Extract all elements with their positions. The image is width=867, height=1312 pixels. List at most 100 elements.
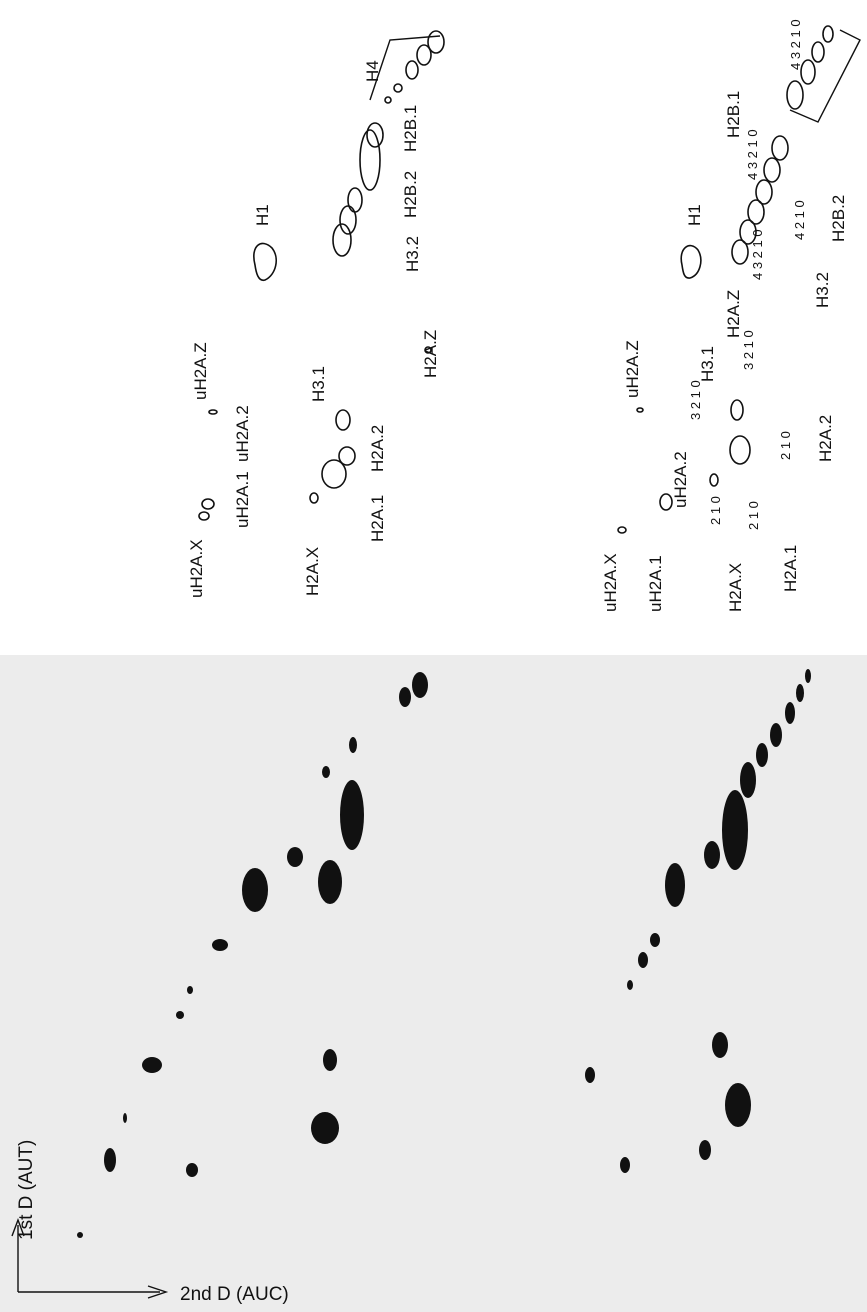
spot — [699, 1140, 711, 1160]
spot — [722, 790, 748, 870]
spot-outline — [339, 447, 355, 465]
label: uH2A.X — [187, 539, 206, 598]
index-label: 4 2 1 0 — [792, 200, 807, 240]
spot — [349, 737, 357, 753]
spot-outline — [406, 61, 418, 79]
spot-outline — [360, 130, 380, 190]
label: H2B.1 — [724, 91, 743, 138]
index-label: 2 1 0 — [746, 501, 761, 530]
spot — [287, 847, 303, 867]
label: H3.2 — [403, 236, 422, 272]
label: uH2A.Z — [191, 342, 210, 400]
spot-outline — [730, 436, 750, 464]
spot-outline — [385, 97, 391, 103]
spot-outline — [336, 410, 350, 430]
label: H2A.2 — [816, 415, 835, 462]
spot — [740, 762, 756, 798]
spot — [785, 702, 795, 724]
spot-outline — [801, 60, 815, 84]
spot — [585, 1067, 595, 1083]
spot-outline — [787, 81, 803, 109]
x-axis-label: 2nd D (AUC) — [180, 1284, 289, 1305]
spot — [627, 980, 633, 990]
spot — [242, 868, 268, 912]
spot-outline — [310, 493, 318, 503]
label: H1 — [685, 204, 704, 226]
index-label: 2 1 0 — [778, 431, 793, 460]
spot-outline — [348, 188, 362, 212]
spot-outline — [209, 410, 217, 414]
spot — [176, 1011, 184, 1019]
spot-outline — [394, 84, 402, 92]
spot — [77, 1232, 83, 1238]
spot — [712, 1032, 728, 1058]
spot — [123, 1113, 127, 1123]
spot-outline — [710, 474, 718, 486]
label: uH2A.2 — [233, 405, 252, 462]
label: H2B.1 — [401, 105, 420, 152]
spot-outline — [764, 158, 780, 182]
spot — [142, 1057, 162, 1073]
spot — [756, 743, 768, 767]
spot — [399, 687, 411, 707]
spot — [340, 780, 364, 850]
spot — [665, 863, 685, 907]
label: H2A.X — [726, 563, 745, 612]
spot-outline — [731, 400, 743, 420]
spot — [311, 1112, 339, 1144]
bracket — [370, 36, 440, 100]
spot-outline — [637, 408, 643, 412]
spot — [805, 669, 811, 683]
label: uH2A.1 — [646, 555, 665, 612]
label: H2A.1 — [368, 495, 387, 542]
label: H2A.2 — [368, 425, 387, 472]
spot — [318, 860, 342, 904]
spot — [725, 1083, 751, 1127]
spot — [187, 986, 193, 994]
h1-outline — [254, 243, 276, 280]
spot — [186, 1163, 198, 1177]
label: uH2A.1 — [233, 471, 252, 528]
spot-outline — [823, 26, 833, 42]
label: uH2A.Z — [623, 340, 642, 398]
spot — [323, 1049, 337, 1071]
label: H3.2 — [813, 272, 832, 308]
spot — [620, 1157, 630, 1173]
label: H2B.2 — [829, 195, 848, 242]
label: uH2A.2 — [671, 451, 690, 508]
spot-outline — [428, 31, 444, 53]
label: H3.1 — [309, 366, 328, 402]
spot — [322, 766, 330, 778]
spot — [796, 684, 804, 702]
spot-outline — [756, 180, 772, 204]
spot-outline — [618, 527, 626, 533]
spot — [638, 952, 648, 968]
label: H2A.X — [303, 547, 322, 596]
index-label: 2 1 0 — [708, 496, 723, 525]
index-label: 4 3 2 1 0 — [750, 229, 765, 280]
label: H2B.2 — [401, 171, 420, 218]
index-label: 4 3 2 1 0 — [745, 129, 760, 180]
label: H3.1 — [698, 346, 717, 382]
spot-outline — [202, 499, 214, 509]
spot — [770, 723, 782, 747]
spot-outline — [812, 42, 824, 62]
spot-outline — [340, 206, 356, 234]
label: H2A.Z — [421, 330, 440, 378]
spot-outline — [199, 512, 209, 520]
index-label: 3 2 1 0 — [741, 330, 756, 370]
label: H1 — [253, 204, 272, 226]
spot — [704, 841, 720, 869]
spot — [104, 1148, 116, 1172]
label: H2A.1 — [781, 545, 800, 592]
right-diagram: uH2A.X uH2A.1 uH2A.2 uH2A.Z H2A.X H2A.1 … — [601, 19, 860, 612]
spot — [412, 672, 428, 698]
spot — [650, 933, 660, 947]
figure: uH2A.X uH2A.1 uH2A.2 uH2A.Z H2A.X H2A.1 … — [0, 0, 867, 1312]
left-diagram: uH2A.X uH2A.1 uH2A.2 uH2A.Z H2A.X H2A.1 … — [187, 31, 444, 598]
gel-background — [0, 655, 867, 1312]
spot — [212, 939, 228, 951]
y-axis-label: 1st D (AUT) — [16, 1140, 37, 1240]
index-label: 3 2 1 0 — [688, 380, 703, 420]
h1-outline — [681, 246, 701, 278]
